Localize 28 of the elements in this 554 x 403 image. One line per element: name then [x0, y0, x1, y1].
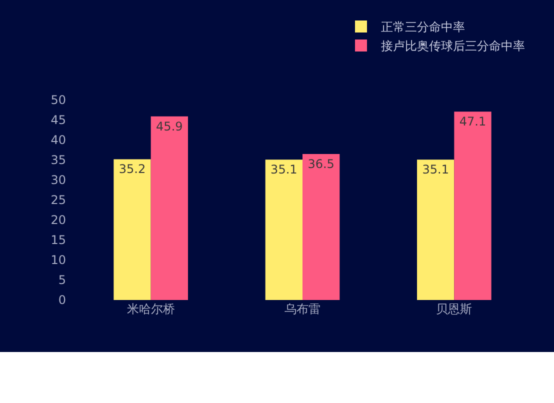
bar — [265, 160, 302, 300]
data-label: 35.1 — [270, 162, 298, 177]
y-tick-label: 45 — [50, 113, 66, 128]
y-tick-label: 50 — [50, 93, 66, 108]
y-tick-label: 0 — [58, 293, 66, 308]
y-tick-label: 20 — [50, 213, 66, 228]
legend-label: 正常三分命中率 — [381, 20, 465, 34]
y-tick-label: 30 — [50, 173, 66, 188]
bar — [114, 159, 151, 300]
legend-label: 接卢比奥传球后三分命中率 — [381, 39, 525, 54]
data-label: 35.1 — [422, 162, 449, 177]
data-label: 35.2 — [118, 162, 146, 176]
data-label: 45.9 — [156, 119, 183, 134]
y-tick-label: 35 — [50, 153, 66, 168]
y-tick-label: 15 — [50, 233, 66, 248]
bar — [454, 112, 492, 300]
data-label: 36.5 — [308, 157, 334, 171]
y-tick-label: 5 — [58, 273, 66, 288]
x-tick-label: 贝恩斯 — [436, 302, 472, 316]
bar — [302, 154, 340, 300]
x-tick-label: 米哈尔桥 — [126, 302, 175, 316]
y-tick-label: 25 — [50, 193, 66, 208]
y-tick-label: 40 — [50, 133, 66, 148]
bar — [417, 160, 454, 300]
y-tick-label: 10 — [50, 253, 66, 268]
bar — [150, 116, 188, 300]
x-tick-label: 乌布雷 — [284, 302, 320, 316]
data-label: 47.1 — [459, 114, 486, 129]
